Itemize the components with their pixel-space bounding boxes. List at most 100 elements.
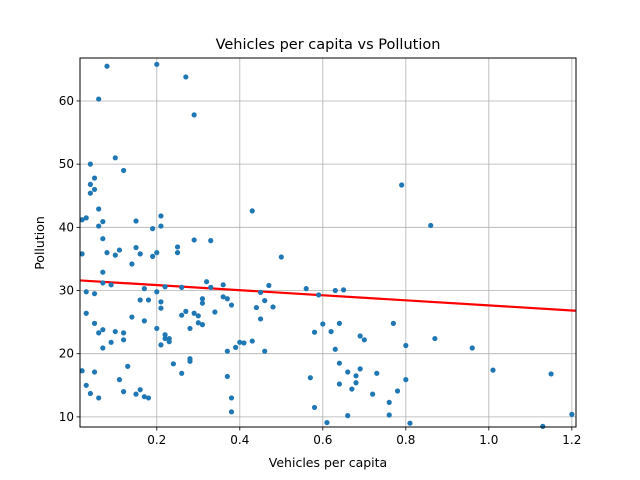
data-point xyxy=(278,254,284,260)
data-point xyxy=(91,369,98,375)
plot-frame xyxy=(79,57,577,428)
data-point xyxy=(91,186,98,193)
data-point xyxy=(324,419,330,426)
data-point xyxy=(262,298,268,304)
grid-lines xyxy=(80,58,576,427)
data-point xyxy=(195,320,201,326)
data-point xyxy=(104,250,110,256)
data-point xyxy=(237,339,243,345)
data-point xyxy=(150,253,156,260)
data-point xyxy=(158,342,164,348)
data-point xyxy=(249,338,255,344)
data-point xyxy=(137,297,143,303)
data-point xyxy=(336,320,343,326)
data-point xyxy=(133,391,139,397)
data-point xyxy=(199,322,206,328)
data-point xyxy=(332,287,338,294)
data-point xyxy=(87,181,93,187)
data-point xyxy=(108,282,114,288)
data-point xyxy=(320,321,326,327)
data-point xyxy=(158,213,164,219)
y-axis-ticks: 10 20 30 40 50 60 xyxy=(59,94,80,424)
data-point xyxy=(129,314,135,320)
data-point xyxy=(162,284,168,290)
data-point xyxy=(187,356,193,362)
data-point xyxy=(187,325,193,332)
data-point xyxy=(432,335,438,342)
data-point xyxy=(125,363,131,369)
data-point xyxy=(133,244,139,251)
y-tick-label: 50 xyxy=(59,157,74,171)
data-point xyxy=(353,380,359,386)
data-point xyxy=(179,312,185,318)
data-point xyxy=(199,296,206,302)
data-point xyxy=(353,373,359,379)
data-point xyxy=(390,320,396,326)
data-point xyxy=(116,247,123,253)
data-point xyxy=(548,371,554,377)
data-point xyxy=(257,316,264,322)
data-point xyxy=(96,206,102,212)
data-point xyxy=(141,394,147,400)
data-point xyxy=(203,279,210,285)
data-point xyxy=(399,182,405,188)
data-point xyxy=(361,337,367,343)
data-point xyxy=(96,395,102,401)
data-point xyxy=(208,238,214,244)
data-point xyxy=(120,337,127,343)
data-point xyxy=(112,155,118,161)
trend-line xyxy=(79,279,577,312)
data-point xyxy=(79,251,85,257)
data-point xyxy=(249,208,255,214)
data-point xyxy=(141,286,147,292)
data-point xyxy=(116,377,123,383)
data-point xyxy=(332,346,338,352)
data-point xyxy=(83,382,89,388)
data-point xyxy=(108,339,114,345)
data-point xyxy=(162,335,168,342)
data-point xyxy=(141,318,147,324)
data-point xyxy=(224,348,230,354)
data-points xyxy=(79,61,575,429)
data-point xyxy=(228,409,235,415)
data-point xyxy=(137,251,143,257)
data-point xyxy=(228,302,235,308)
data-point xyxy=(195,313,201,319)
x-axis-label: Vehicles per capita xyxy=(269,455,387,470)
data-point xyxy=(154,250,160,256)
data-point xyxy=(83,215,89,221)
data-point xyxy=(357,333,363,339)
data-point xyxy=(303,286,309,292)
y-axis-label: Pollution xyxy=(32,216,47,270)
data-point xyxy=(100,327,106,333)
data-point xyxy=(87,390,93,397)
data-point xyxy=(345,413,351,419)
data-point xyxy=(394,388,401,394)
data-point xyxy=(208,284,214,290)
data-point xyxy=(270,304,276,310)
data-point xyxy=(170,361,176,367)
data-point xyxy=(191,112,197,118)
chart-title: Vehicles per capita vs Pollution xyxy=(216,37,441,53)
data-point xyxy=(91,291,98,297)
y-tick-label: 60 xyxy=(59,94,74,108)
data-point xyxy=(374,370,380,376)
data-point xyxy=(233,344,239,350)
data-point xyxy=(158,305,164,311)
data-point xyxy=(100,236,106,242)
data-point xyxy=(407,420,413,426)
data-point xyxy=(96,223,102,229)
data-point xyxy=(316,292,322,298)
data-point xyxy=(100,269,106,275)
x-tick-label: 1.0 xyxy=(479,433,498,447)
data-point xyxy=(79,368,85,374)
data-point xyxy=(129,261,135,267)
data-point xyxy=(150,225,156,232)
data-point xyxy=(183,74,189,80)
data-point xyxy=(386,399,392,405)
x-tick-label: 0.6 xyxy=(313,433,332,447)
data-point xyxy=(228,395,235,401)
data-point xyxy=(87,190,93,196)
data-point xyxy=(104,63,110,69)
